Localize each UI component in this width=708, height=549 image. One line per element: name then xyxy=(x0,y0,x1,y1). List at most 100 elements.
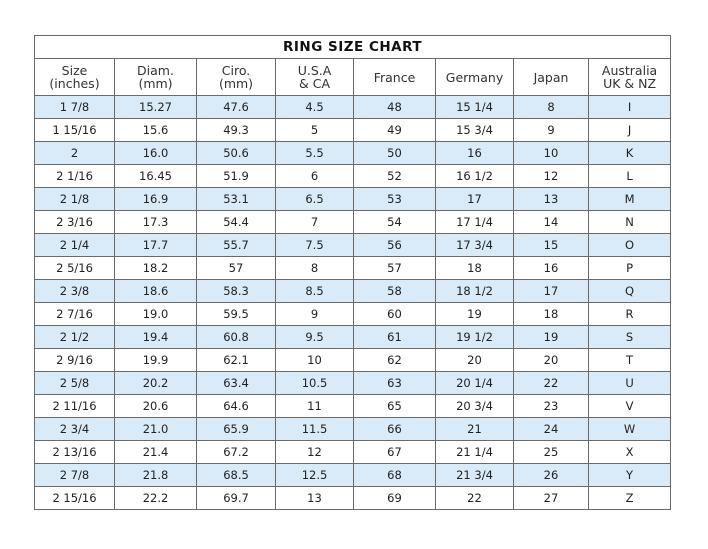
cell-australia-uk-nz: Q xyxy=(587,279,672,303)
cell-australia-uk-nz: X xyxy=(587,440,672,464)
cell-japan: 23 xyxy=(513,394,589,418)
cell-france: 60 xyxy=(353,302,436,326)
cell-diameter-mm: 20.6 xyxy=(114,394,197,418)
table-row: 2 1/4 17.7 55.7 7.5 56 17 3/4 15 O xyxy=(34,233,672,257)
column-header-size-inches: Size (inches) xyxy=(34,58,115,96)
cell-diameter-mm: 17.7 xyxy=(114,233,197,257)
cell-circumference-mm: 63.4 xyxy=(196,371,276,395)
cell-france: 69 xyxy=(353,486,436,510)
cell-diameter-mm: 17.3 xyxy=(114,210,197,234)
cell-size-inches: 2 1/4 xyxy=(34,233,115,257)
cell-japan: 25 xyxy=(513,440,589,464)
header-line: Size xyxy=(61,63,88,78)
cell-size-inches: 1 7/8 xyxy=(34,95,115,119)
cell-circumference-mm: 62.1 xyxy=(196,348,276,372)
column-header-japan: Japan xyxy=(513,58,589,96)
cell-size-inches: 2 3/16 xyxy=(34,210,115,234)
cell-australia-uk-nz: T xyxy=(587,348,672,372)
cell-diameter-mm: 20.2 xyxy=(114,371,197,395)
header-line: Ciro. xyxy=(221,63,251,78)
cell-diameter-mm: 19.0 xyxy=(114,302,197,326)
cell-france: 63 xyxy=(353,371,436,395)
cell-size-inches: 2 5/16 xyxy=(34,256,115,280)
cell-australia-uk-nz: I xyxy=(587,95,672,119)
cell-usa-ca: 12 xyxy=(275,440,354,464)
cell-france: 52 xyxy=(353,164,436,188)
cell-usa-ca: 4.5 xyxy=(275,95,354,119)
cell-size-inches: 2 7/16 xyxy=(34,302,115,326)
cell-japan: 24 xyxy=(513,417,589,441)
column-header-circumference-mm: Ciro. (mm) xyxy=(196,58,276,96)
column-header-germany: Germany xyxy=(435,58,514,96)
cell-germany: 18 1/2 xyxy=(435,279,514,303)
cell-size-inches: 1 15/16 xyxy=(34,118,115,142)
cell-circumference-mm: 58.3 xyxy=(196,279,276,303)
cell-japan: 20 xyxy=(513,348,589,372)
cell-usa-ca: 9 xyxy=(275,302,354,326)
cell-germany: 21 1/4 xyxy=(435,440,514,464)
cell-diameter-mm: 21.8 xyxy=(114,463,197,487)
cell-germany: 20 xyxy=(435,348,514,372)
cell-germany: 15 1/4 xyxy=(435,95,514,119)
cell-usa-ca: 11 xyxy=(275,394,354,418)
table-row: 2 3/8 18.6 58.3 8.5 58 18 1/2 17 Q xyxy=(34,279,672,303)
cell-size-inches: 2 3/8 xyxy=(34,279,115,303)
table-row: 2 16.0 50.6 5.5 50 16 10 K xyxy=(34,141,672,165)
cell-germany: 17 1/4 xyxy=(435,210,514,234)
cell-germany: 21 xyxy=(435,417,514,441)
cell-japan: 22 xyxy=(513,371,589,395)
cell-australia-uk-nz: J xyxy=(587,118,672,142)
cell-usa-ca: 6 xyxy=(275,164,354,188)
column-header-australia-uk-nz: Australia UK & NZ xyxy=(587,58,672,96)
cell-circumference-mm: 59.5 xyxy=(196,302,276,326)
cell-australia-uk-nz: L xyxy=(587,164,672,188)
cell-diameter-mm: 18.2 xyxy=(114,256,197,280)
cell-diameter-mm: 21.0 xyxy=(114,417,197,441)
cell-france: 58 xyxy=(353,279,436,303)
cell-usa-ca: 7.5 xyxy=(275,233,354,257)
cell-japan: 27 xyxy=(513,486,589,510)
header-line: (mm) xyxy=(218,76,254,91)
cell-japan: 12 xyxy=(513,164,589,188)
cell-usa-ca: 10.5 xyxy=(275,371,354,395)
cell-france: 54 xyxy=(353,210,436,234)
cell-usa-ca: 6.5 xyxy=(275,187,354,211)
cell-germany: 16 xyxy=(435,141,514,165)
cell-size-inches: 2 1/16 xyxy=(34,164,115,188)
ring-size-table: RING SIZE CHART Size (inches) Diam. (mm) Cir… xyxy=(33,35,672,510)
table-row: 2 7/8 21.8 68.5 12.5 68 21 3/4 26 Y xyxy=(34,463,672,487)
cell-circumference-mm: 50.6 xyxy=(196,141,276,165)
header-line: Japan xyxy=(533,69,569,85)
cell-australia-uk-nz: M xyxy=(587,187,672,211)
cell-japan: 15 xyxy=(513,233,589,257)
table-row: 2 11/16 20.6 64.6 11 65 20 3/4 23 V xyxy=(34,394,672,418)
cell-japan: 26 xyxy=(513,463,589,487)
cell-usa-ca: 9.5 xyxy=(275,325,354,349)
cell-france: 65 xyxy=(353,394,436,418)
cell-australia-uk-nz: S xyxy=(587,325,672,349)
cell-germany: 15 3/4 xyxy=(435,118,514,142)
cell-usa-ca: 5.5 xyxy=(275,141,354,165)
cell-australia-uk-nz: R xyxy=(587,302,672,326)
cell-circumference-mm: 49.3 xyxy=(196,118,276,142)
cell-circumference-mm: 67.2 xyxy=(196,440,276,464)
cell-size-inches: 2 1/2 xyxy=(34,325,115,349)
cell-usa-ca: 12.5 xyxy=(275,463,354,487)
header-line: Germany xyxy=(445,69,504,85)
cell-size-inches: 2 11/16 xyxy=(34,394,115,418)
table-row: 2 15/16 22.2 69.7 13 69 22 27 Z xyxy=(34,486,672,510)
cell-japan: 14 xyxy=(513,210,589,234)
cell-germany: 18 xyxy=(435,256,514,280)
column-header-usa-ca: U.S.A & CA xyxy=(275,58,354,96)
cell-circumference-mm: 57 xyxy=(196,256,276,280)
table-row: 2 13/16 21.4 67.2 12 67 21 1/4 25 X xyxy=(34,440,672,464)
cell-usa-ca: 13 xyxy=(275,486,354,510)
cell-size-inches: 2 xyxy=(34,141,115,165)
cell-diameter-mm: 16.45 xyxy=(114,164,197,188)
cell-circumference-mm: 69.7 xyxy=(196,486,276,510)
cell-germany: 17 xyxy=(435,187,514,211)
column-header-france: France xyxy=(353,58,436,96)
table-row: 2 5/8 20.2 63.4 10.5 63 20 1/4 22 U xyxy=(34,371,672,395)
cell-australia-uk-nz: U xyxy=(587,371,672,395)
cell-australia-uk-nz: N xyxy=(587,210,672,234)
